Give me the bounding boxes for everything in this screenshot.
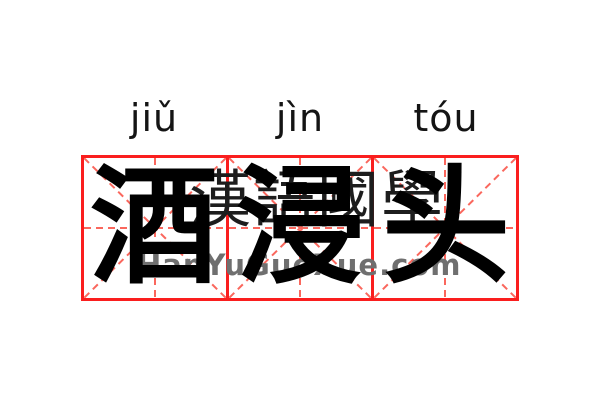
grid-cell-2 xyxy=(229,158,374,298)
mizige-guides-icon xyxy=(84,158,226,298)
practice-grid xyxy=(81,155,519,301)
pinyin-syllable-1: jiǔ xyxy=(129,96,179,140)
pinyin-syllable-3: tóu xyxy=(413,96,479,140)
pinyin-syllable-2: jìn xyxy=(275,96,325,140)
pinyin-row: jiǔ jìn tóu xyxy=(81,90,519,146)
character-3: 头 xyxy=(381,153,510,302)
watermark-cjk-text: 漢語國學 xyxy=(189,163,446,236)
character-1: 酒 xyxy=(89,153,218,302)
mizige-guides-icon xyxy=(229,158,371,298)
mizige-guides-icon xyxy=(374,158,516,298)
characters-row: 酒 浸 头 xyxy=(81,152,519,304)
watermark-url-text: HanYuGuoXue.com xyxy=(137,248,462,282)
character-2: 浸 xyxy=(235,153,364,302)
grid-cell-3 xyxy=(374,158,516,298)
grid-cell-1 xyxy=(84,158,229,298)
